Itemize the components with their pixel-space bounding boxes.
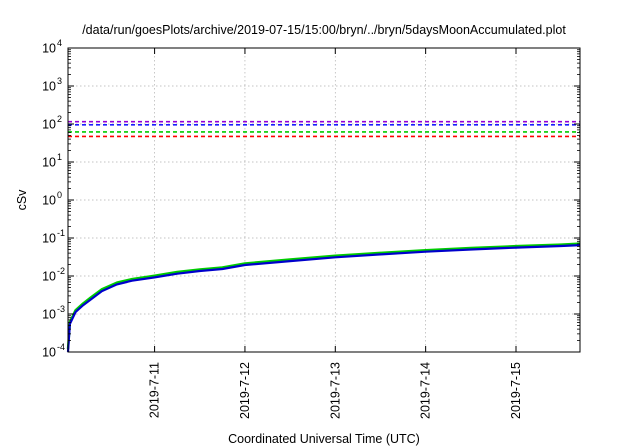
y-tick-label: 10	[42, 346, 56, 360]
y-tick-exponent: 2	[57, 114, 62, 124]
y-tick-exponent: -4	[57, 342, 65, 352]
y-tick-label: 10	[42, 270, 56, 284]
y-tick-label: 10	[42, 118, 56, 132]
grid	[68, 47, 580, 353]
x-tick-label: 2019-7-11	[148, 362, 162, 418]
x-tick-label: 2019-7-13	[328, 362, 342, 419]
y-tick-label: 10	[42, 194, 56, 208]
y-tick-exponent: -2	[57, 266, 65, 276]
x-tick-label: 2019-7-14	[419, 362, 433, 419]
chart-title: /data/run/goesPlots/archive/2019-07-15/1…	[82, 23, 566, 37]
y-tick-exponent: -3	[57, 304, 65, 314]
threshold-lines	[68, 120, 580, 138]
y-tick-label: 10	[42, 80, 56, 94]
y-tick-label: 10	[42, 156, 56, 170]
y-axis-label: cSv	[15, 189, 29, 211]
x-tick-label: 2019-7-15	[509, 362, 523, 419]
x-axis-label: Coordinated Universal Time (UTC)	[228, 432, 420, 446]
y-tick-label: 10	[42, 232, 56, 246]
y-tick-exponent: 3	[57, 76, 62, 86]
series-lines	[66, 242, 581, 353]
y-tick-exponent: 0	[57, 190, 62, 200]
series-line	[66, 244, 581, 353]
y-tick-label: 10	[42, 308, 56, 322]
y-tick-exponent: -1	[57, 228, 65, 238]
y-tick-label: 10	[42, 42, 56, 56]
series-line	[66, 242, 581, 350]
y-tick-exponent: 1	[57, 152, 62, 162]
y-tick-exponent: 4	[57, 38, 62, 48]
x-tick-label: 2019-7-12	[238, 362, 252, 419]
x-axis: 2019-7-11 2019-7-12 2019-7-13 2019-7-14 2019…	[148, 48, 523, 419]
